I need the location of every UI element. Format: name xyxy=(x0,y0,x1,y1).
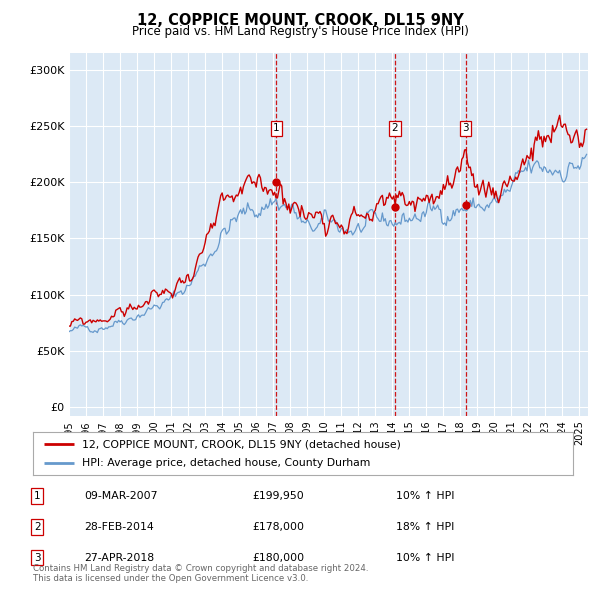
Text: 2: 2 xyxy=(392,123,398,133)
Text: 3: 3 xyxy=(463,123,469,133)
Text: Price paid vs. HM Land Registry's House Price Index (HPI): Price paid vs. HM Land Registry's House … xyxy=(131,25,469,38)
Text: Contains HM Land Registry data © Crown copyright and database right 2024.
This d: Contains HM Land Registry data © Crown c… xyxy=(33,563,368,583)
Text: 1: 1 xyxy=(273,123,280,133)
Text: 2: 2 xyxy=(34,522,41,532)
Text: 28-FEB-2014: 28-FEB-2014 xyxy=(84,522,154,532)
Text: £180,000: £180,000 xyxy=(252,553,304,562)
Text: 09-MAR-2007: 09-MAR-2007 xyxy=(84,491,157,501)
Text: 12, COPPICE MOUNT, CROOK, DL15 9NY (detached house): 12, COPPICE MOUNT, CROOK, DL15 9NY (deta… xyxy=(82,440,400,450)
Text: 18% ↑ HPI: 18% ↑ HPI xyxy=(396,522,454,532)
Text: £199,950: £199,950 xyxy=(252,491,304,501)
Text: HPI: Average price, detached house, County Durham: HPI: Average price, detached house, Coun… xyxy=(82,458,370,468)
Text: 1: 1 xyxy=(34,491,41,501)
Text: 10% ↑ HPI: 10% ↑ HPI xyxy=(396,553,455,562)
Text: 12, COPPICE MOUNT, CROOK, DL15 9NY: 12, COPPICE MOUNT, CROOK, DL15 9NY xyxy=(137,13,463,28)
Text: 27-APR-2018: 27-APR-2018 xyxy=(84,553,154,562)
Text: 3: 3 xyxy=(34,553,41,562)
Text: £178,000: £178,000 xyxy=(252,522,304,532)
Text: 10% ↑ HPI: 10% ↑ HPI xyxy=(396,491,455,501)
